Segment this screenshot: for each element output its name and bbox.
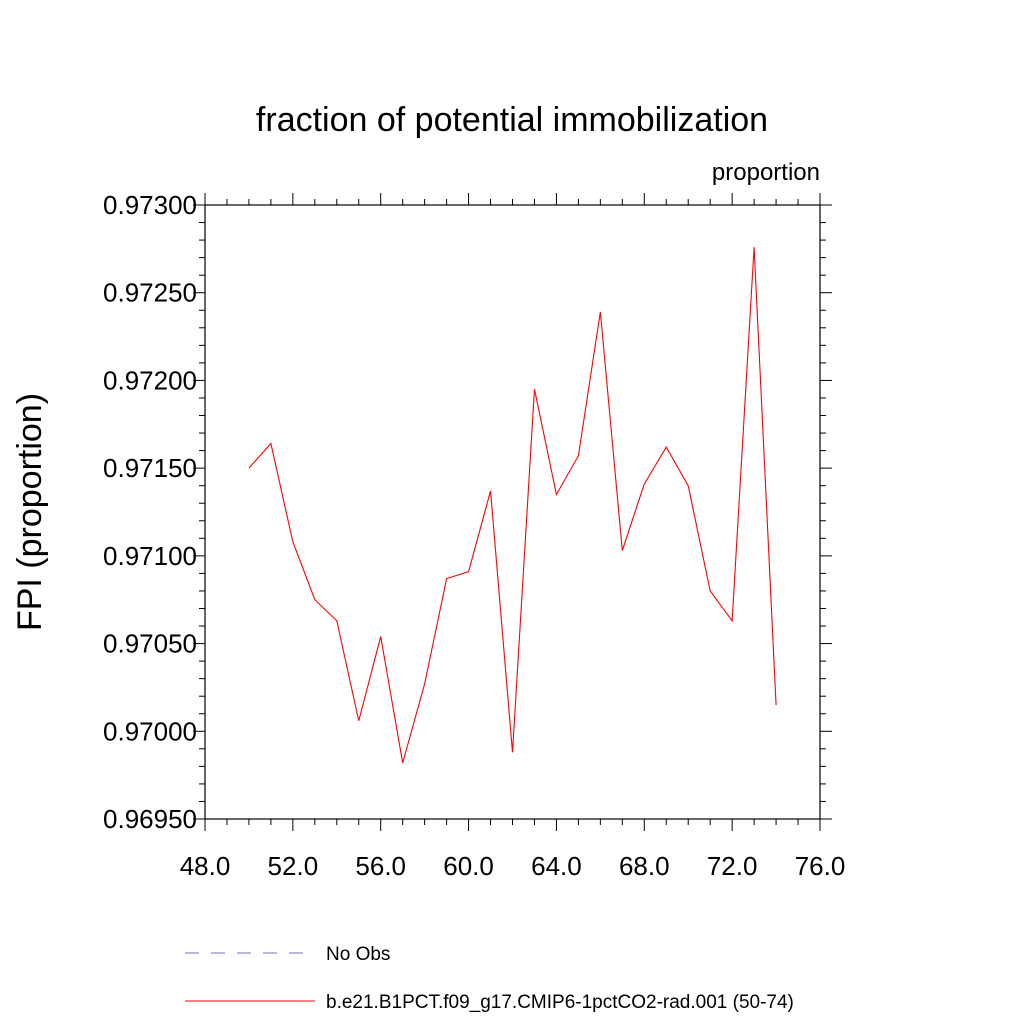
series-line-1	[248, 247, 777, 764]
x-tick-label: 48.0	[180, 851, 231, 881]
axis-tick-labels: 48.0 52.0 56.0 60.0 64.0 68.0 72.0 76.0 0.96950 0…	[103, 190, 845, 881]
chart-title: fraction of potential immobilization	[256, 101, 768, 139]
plot-frame	[204, 204, 821, 820]
x-tick-label: 72.0	[707, 851, 758, 881]
units-label: proportion	[712, 159, 820, 186]
y-tick-label: 0.97150	[103, 453, 197, 483]
x-tick-label: 68.0	[619, 851, 670, 881]
y-tick-label: 0.96950	[103, 804, 197, 834]
x-tick-label: 60.0	[443, 851, 494, 881]
x-tick-label: 64.0	[531, 851, 582, 881]
axis-ticks	[193, 193, 832, 831]
series-layer	[248, 247, 777, 764]
y-tick-label: 0.97050	[103, 629, 197, 659]
y-tick-label: 0.97250	[103, 278, 197, 308]
x-tick-label: 56.0	[355, 851, 406, 881]
x-tick-label: 52.0	[268, 851, 319, 881]
y-tick-label: 0.97000	[103, 716, 197, 746]
y-axis-label: FPI (proportion)	[11, 393, 49, 631]
y-tick-label: 0.97200	[103, 365, 197, 395]
y-tick-label: 0.97300	[103, 190, 197, 220]
legend: No Obs b.e21.B1PCT.f09_g17.CMIP6-1pctCO2…	[185, 944, 794, 1013]
x-tick-label: 76.0	[795, 851, 846, 881]
legend-label-model-run: b.e21.B1PCT.f09_g17.CMIP6-1pctCO2-rad.00…	[326, 992, 794, 1013]
legend-label-no-obs: No Obs	[326, 944, 390, 965]
y-tick-label: 0.97100	[103, 541, 197, 571]
